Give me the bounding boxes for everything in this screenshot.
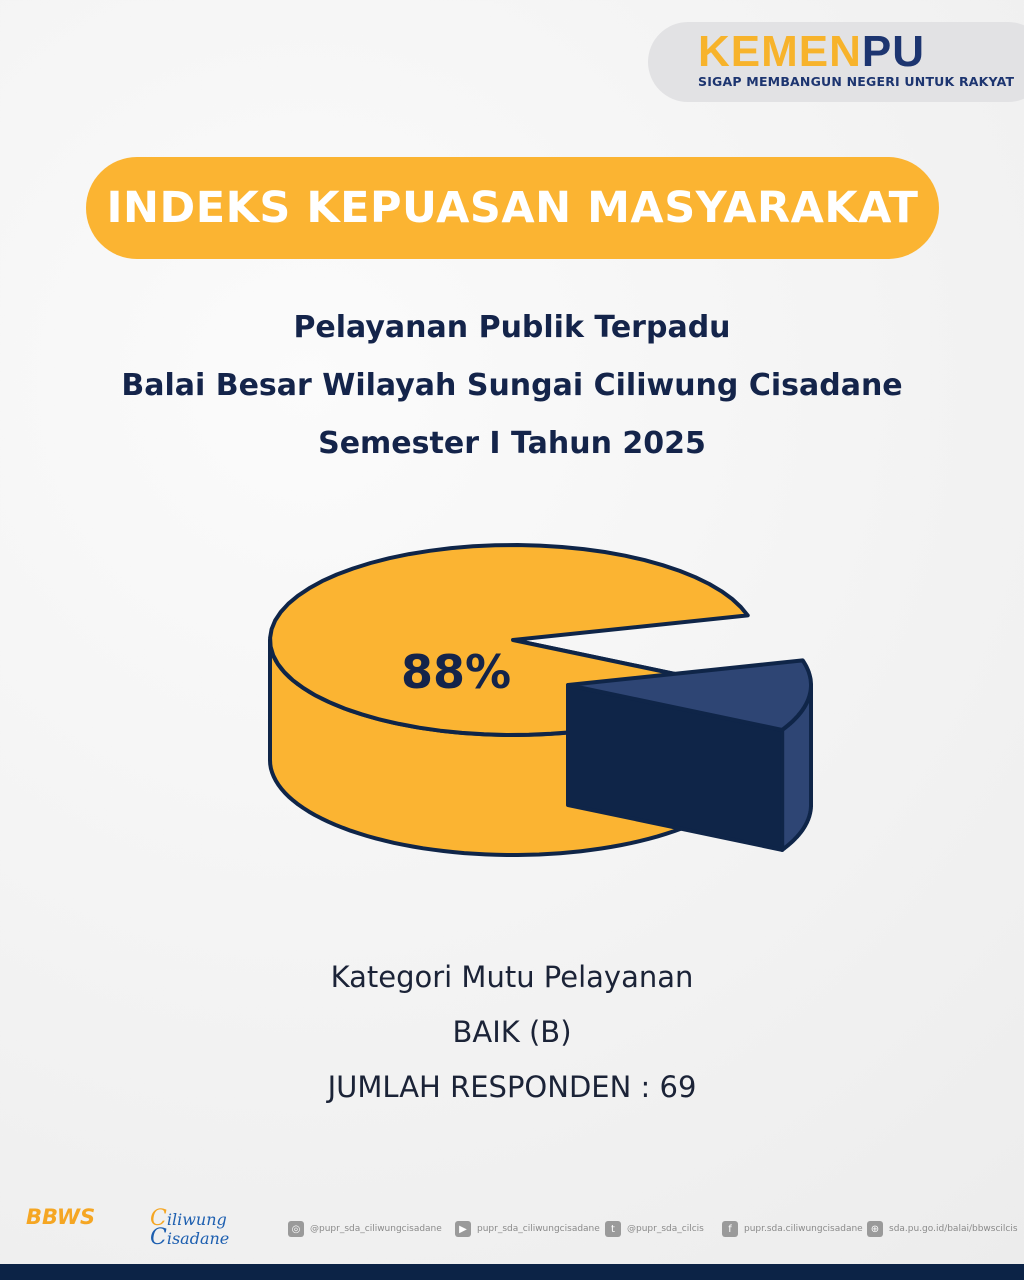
facebook-icon: f <box>722 1221 738 1237</box>
category-label: Kategori Mutu Pelayanan <box>330 960 694 994</box>
page-title: INDEKS KEPUASAN MASYARAKAT <box>86 157 939 259</box>
footer-bar <box>0 1264 1024 1280</box>
facebook-handle: pupr.sda.ciliwungcisadane <box>744 1224 863 1234</box>
subtitle-line-2: Balai Besar Wilayah Sungai Ciliwung Cisa… <box>121 368 903 403</box>
category-value: BAIK (B) <box>452 1015 572 1049</box>
respondent-count: JUMLAH RESPONDEN : 69 <box>327 1070 697 1104</box>
twitter-link[interactable]: t @pupr_sda_cilcis <box>605 1221 704 1237</box>
web-icon: ⊕ <box>867 1221 883 1237</box>
logo-part1: KEMEN <box>698 27 862 76</box>
pie-slice-12-top <box>566 658 813 732</box>
ciliwung-cisadane-logo: Ciliwung Cisadane <box>150 1206 230 1250</box>
youtube-link[interactable]: ▶ pupr_sda_ciliwungcisadane <box>455 1221 600 1237</box>
logo-text-1: iliwung <box>166 1210 227 1229</box>
facebook-link[interactable]: f pupr.sda.ciliwungcisadane <box>722 1221 863 1237</box>
instagram-handle: @pupr_sda_ciliwungcisadane <box>310 1224 442 1234</box>
logo-banner <box>648 22 1024 102</box>
kemenpu-logo: KEMENPU <box>698 30 925 74</box>
bbws-logo: BBWS <box>26 1205 96 1229</box>
logo-text-2: isadane <box>166 1229 230 1248</box>
website-link[interactable]: ⊕ sda.pu.go.id/balai/bbwscilcis <box>867 1221 1018 1237</box>
website-url: sda.pu.go.id/balai/bbwscilcis <box>889 1224 1018 1234</box>
subtitle-line-1: Pelayanan Publik Terpadu <box>293 310 731 345</box>
logo-part2: PU <box>861 27 926 76</box>
instagram-icon: ◎ <box>288 1221 304 1237</box>
twitter-handle: @pupr_sda_cilcis <box>627 1224 704 1234</box>
youtube-handle: pupr_sda_ciliwungcisadane <box>477 1224 600 1234</box>
instagram-link[interactable]: ◎ @pupr_sda_ciliwungcisadane <box>288 1221 442 1237</box>
logo-tagline: SIGAP MEMBANGUN NEGERI UNTUK RAKYAT <box>698 74 1015 89</box>
youtube-icon: ▶ <box>455 1221 471 1237</box>
subtitle-line-3: Semester I Tahun 2025 <box>318 426 706 461</box>
twitter-icon: t <box>605 1221 621 1237</box>
data-label-88: 88% <box>401 645 511 699</box>
